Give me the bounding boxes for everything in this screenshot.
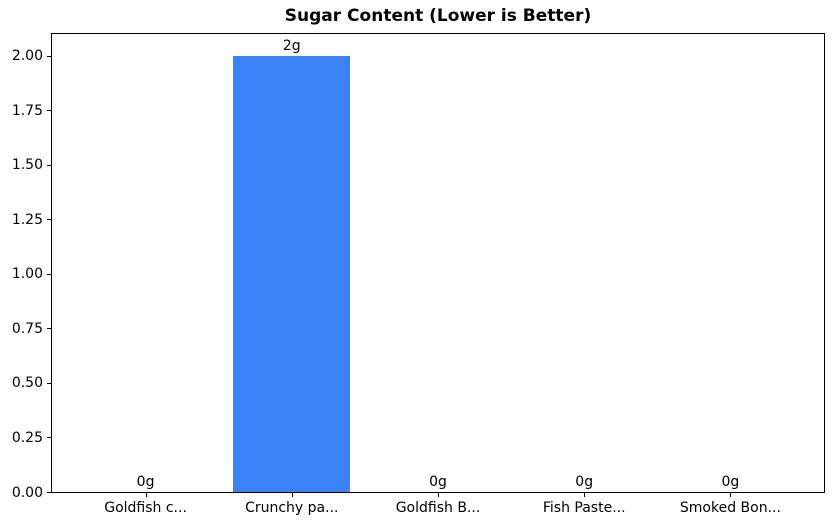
x-axis-category-label: Goldfish B... [395,500,481,516]
chart-title: Sugar Content (Lower is Better) [284,6,592,26]
bar-value-label: 0g [136,474,155,490]
y-axis-tick-label: 1.25 [11,211,43,228]
x-tick-mark [730,493,732,497]
x-tick-mark [438,493,439,497]
bar-value-label: 0g [575,474,594,490]
bar [233,55,351,492]
bars-layer: 0g 2g 0g 0g 0g [52,34,824,492]
y-axis-tick-label: 0.75 [11,320,43,337]
y-axis-tick-label: 0.00 [11,484,43,501]
y-axis-tick-label: 0.50 [11,375,43,392]
y-axis-tick-label: 1.00 [11,266,43,283]
x-tick-mark [291,493,293,497]
y-axis-tick-label: 2.00 [11,48,43,65]
y-axis-tick-label: 1.50 [11,157,43,174]
y-axis-tick-label: 1.75 [11,102,43,119]
x-axis-category-label: Fish Paste... [542,500,626,516]
x-axis-category-label: Crunchy pa... [245,500,339,516]
bar-value-label: 0g [429,474,447,490]
plot-area: 0g 2g 0g 0g 0g [51,33,825,493]
x-axis-category-label: Goldfish c... [104,500,187,516]
bar-value-label: 2g [282,37,301,54]
x-tick-mark [145,493,147,497]
x-tick-mark [584,493,586,497]
y-axis-tick-label: 0.25 [11,429,43,446]
bar-value-label: 0g [721,474,740,490]
x-axis-category-label: Smoked Bon... [679,500,781,516]
